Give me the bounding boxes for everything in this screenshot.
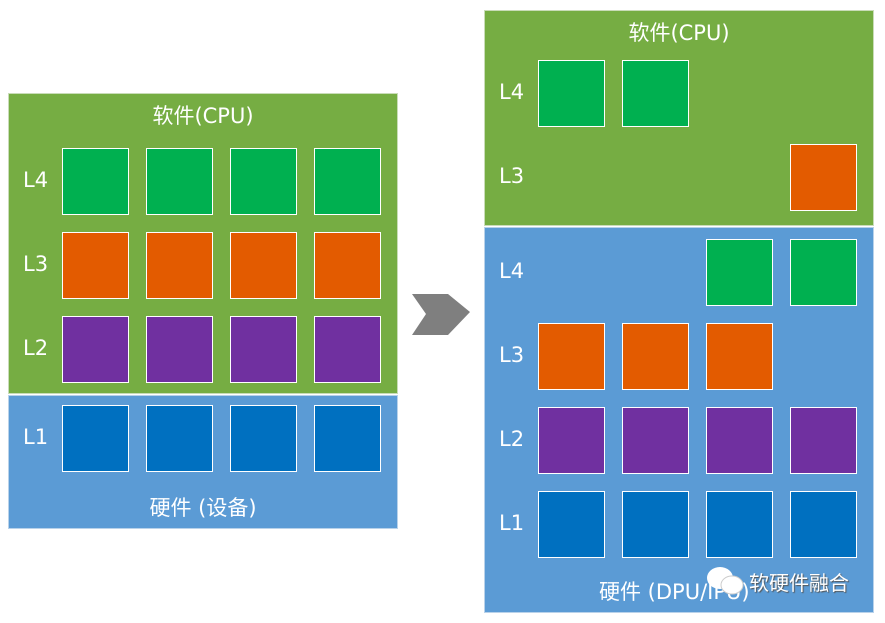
block-l3 xyxy=(538,323,605,390)
block-l3 xyxy=(790,144,857,211)
layer-label: L2 xyxy=(23,336,49,360)
layer-label: L1 xyxy=(499,511,525,535)
block-l4 xyxy=(706,239,773,306)
block-l3 xyxy=(230,232,297,299)
block-l1 xyxy=(146,405,213,472)
block-l3 xyxy=(622,323,689,390)
block-l2 xyxy=(62,316,129,383)
block-l2 xyxy=(314,316,381,383)
watermark: 软硬件融合 xyxy=(705,566,849,596)
right-software-panel: 软件(CPU) L4 L3 xyxy=(484,10,874,226)
block-l4 xyxy=(146,148,213,215)
layer-label: L3 xyxy=(499,343,525,367)
watermark-text: 软硬件融合 xyxy=(749,570,849,595)
block-l1 xyxy=(706,491,773,558)
block-l1 xyxy=(622,491,689,558)
block-l2 xyxy=(538,407,605,474)
block-l3 xyxy=(706,323,773,390)
layer-label: L4 xyxy=(23,168,49,192)
block-l4 xyxy=(790,239,857,306)
block-l1 xyxy=(230,405,297,472)
block-l3 xyxy=(146,232,213,299)
block-l1 xyxy=(62,405,129,472)
block-l3 xyxy=(314,232,381,299)
block-l2 xyxy=(146,316,213,383)
block-l2 xyxy=(230,316,297,383)
block-l1 xyxy=(538,491,605,558)
block-l4 xyxy=(314,148,381,215)
layer-label: L3 xyxy=(499,164,525,188)
right-software-title: 软件(CPU) xyxy=(628,21,730,45)
block-l1 xyxy=(314,405,381,472)
block-l4 xyxy=(622,60,689,127)
arrow-icon xyxy=(412,294,470,335)
block-l3 xyxy=(62,232,129,299)
right-hardware-panel: 硬件 (DPU/IPU) L4 L3 L2 L1 xyxy=(484,227,874,613)
layer-label: L3 xyxy=(23,252,49,276)
block-l4 xyxy=(62,148,129,215)
block-l2 xyxy=(790,407,857,474)
layer-label: L2 xyxy=(499,427,525,451)
left-software-panel: 软件(CPU) L4 L3 L2 xyxy=(8,93,398,394)
block-l2 xyxy=(622,407,689,474)
wechat-icon xyxy=(707,567,744,595)
layer-label: L1 xyxy=(23,425,49,449)
block-l4 xyxy=(538,60,605,127)
block-l1 xyxy=(790,491,857,558)
block-l2 xyxy=(706,407,773,474)
block-l4 xyxy=(230,148,297,215)
layer-label: L4 xyxy=(499,80,525,104)
left-hardware-panel: 硬件 (设备) L1 xyxy=(8,395,398,529)
layer-label: L4 xyxy=(499,259,525,283)
left-software-title: 软件(CPU) xyxy=(152,104,254,128)
left-hardware-title: 硬件 (设备) xyxy=(149,496,257,520)
